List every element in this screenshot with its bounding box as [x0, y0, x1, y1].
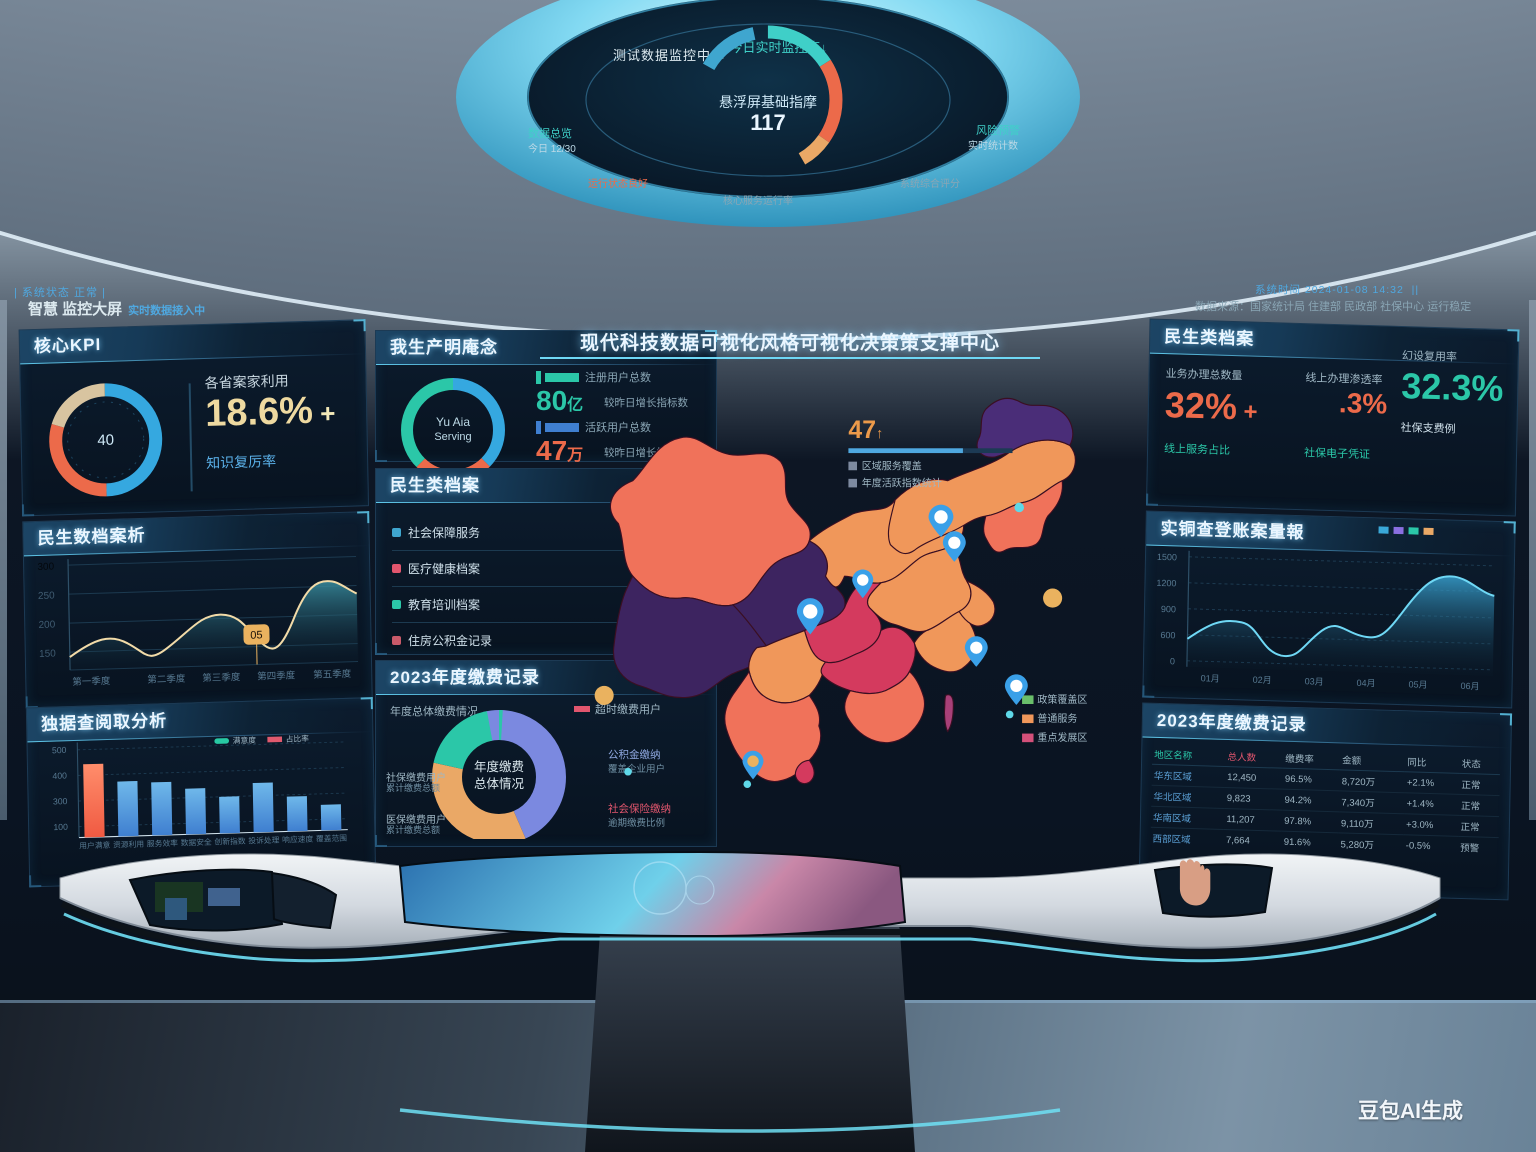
svg-text:300: 300 [53, 796, 68, 806]
svg-text:05: 05 [250, 629, 262, 641]
svg-text:数据总览: 数据总览 [528, 126, 572, 140]
svg-text:06月: 06月 [1460, 681, 1479, 692]
svg-text:实时统计数: 实时统计数 [968, 139, 1018, 152]
svg-text:风险预警: 风险预警 [976, 123, 1020, 137]
svg-text:总体情况: 总体情况 [474, 777, 525, 791]
svg-text:Yu Aia: Yu Aia [436, 415, 470, 429]
svg-text:第三季度: 第三季度 [202, 671, 241, 684]
svg-text:第四季度: 第四季度 [257, 669, 296, 682]
svg-text:政策覆盖区: 政策覆盖区 [1037, 693, 1087, 706]
svg-text:117: 117 [750, 110, 786, 135]
svg-text:年度缴费: 年度缴费 [474, 759, 524, 774]
svg-text:05月: 05月 [1409, 679, 1428, 690]
svg-text:100: 100 [53, 822, 68, 832]
svg-text:47↑: 47↑ [848, 417, 883, 444]
svg-text:150: 150 [39, 648, 56, 660]
svg-text:今日 12/30: 今日 12/30 [528, 142, 576, 155]
svg-text:03月: 03月 [1305, 676, 1324, 687]
svg-text:600: 600 [1160, 630, 1175, 640]
svg-text:300: 300 [37, 561, 54, 573]
svg-text:04月: 04月 [1357, 678, 1376, 689]
svg-text:02月: 02月 [1253, 675, 1272, 686]
svg-text:200: 200 [38, 619, 55, 631]
svg-text:1500: 1500 [1157, 552, 1177, 563]
svg-text:0: 0 [1170, 656, 1175, 666]
svg-text:第二季度: 第二季度 [147, 673, 186, 686]
svg-text:400: 400 [52, 771, 67, 781]
svg-text:普通服务: 普通服务 [1037, 712, 1077, 725]
svg-text:1200: 1200 [1156, 578, 1176, 589]
svg-text:重点发展区: 重点发展区 [1037, 731, 1087, 744]
svg-text:系统综合评分: 系统综合评分 [900, 177, 960, 190]
svg-text:500: 500 [52, 745, 67, 755]
svg-text:40: 40 [97, 432, 114, 449]
svg-text:年度活跃指数统计: 年度活跃指数统计 [862, 476, 942, 489]
svg-text:满意度: 满意度 [233, 735, 257, 746]
svg-text:悬浮屏基础指摩: 悬浮屏基础指摩 [719, 94, 817, 110]
svg-text:核心服务运行率: 核心服务运行率 [723, 194, 793, 207]
svg-text:第一季度: 第一季度 [72, 675, 111, 688]
svg-text:250: 250 [38, 590, 55, 602]
svg-text:占比率: 占比率 [286, 733, 310, 744]
svg-text:第五季度: 第五季度 [313, 668, 352, 681]
svg-text:900: 900 [1161, 604, 1176, 614]
svg-text:01月: 01月 [1201, 673, 1220, 684]
svg-text:Serving: Serving [434, 431, 471, 443]
svg-text:区域服务覆盖: 区域服务覆盖 [862, 459, 922, 472]
svg-text:运行状态良好: 运行状态良好 [588, 177, 648, 190]
